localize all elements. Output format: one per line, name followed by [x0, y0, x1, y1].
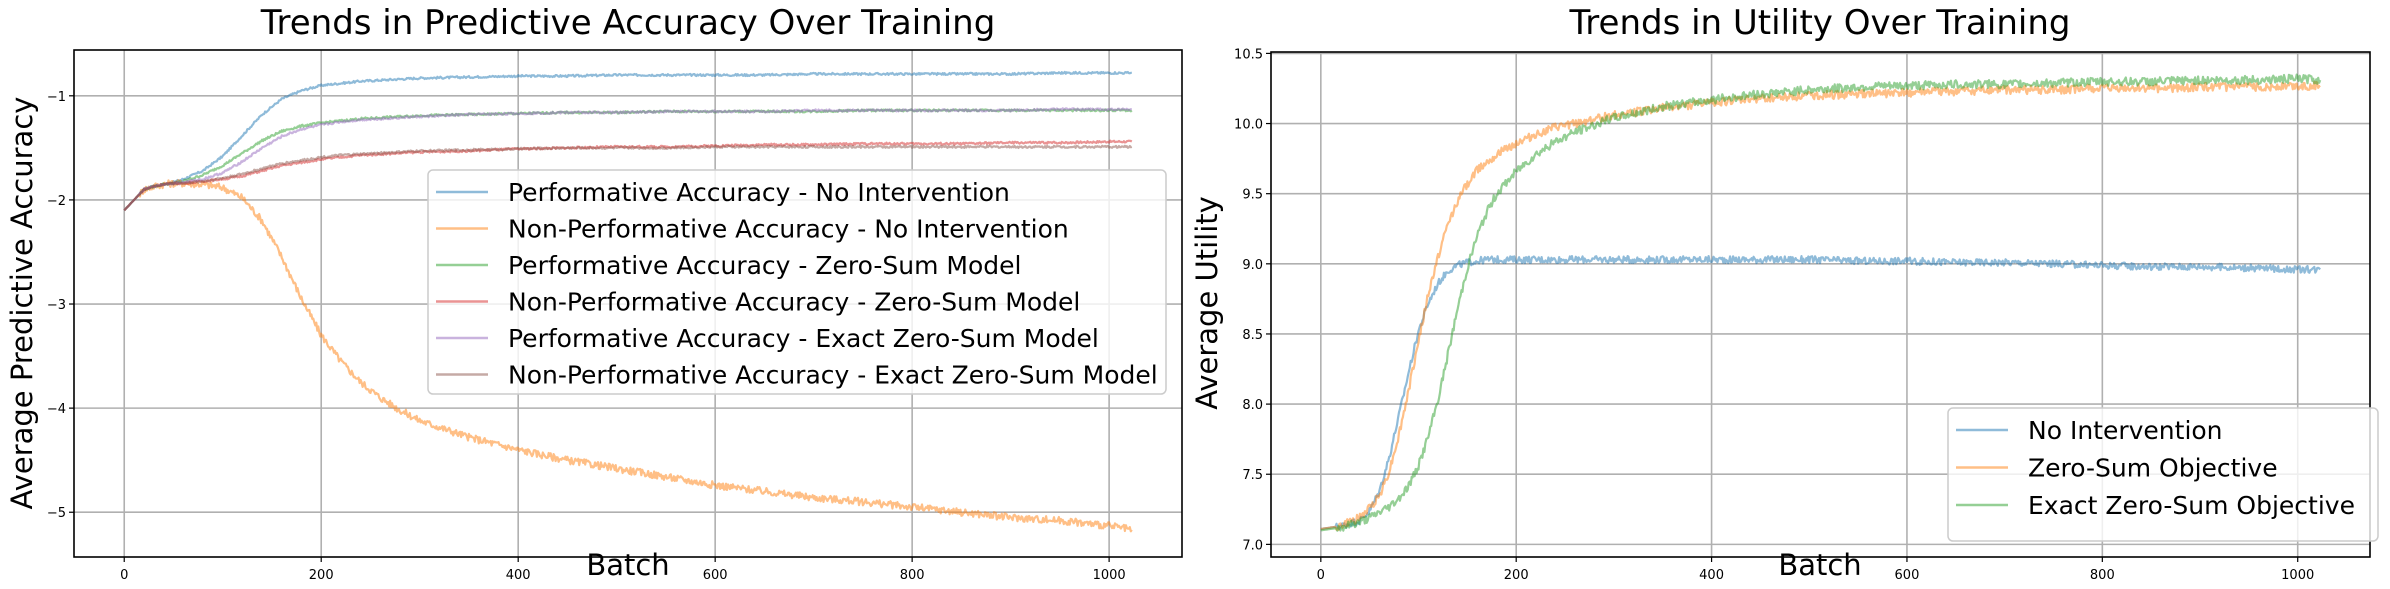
x-axis-label: Batch	[586, 548, 669, 582]
series-line-non-performative-accuracy-no-intervention	[123, 179, 1133, 533]
x-tick-label: 200	[309, 568, 334, 583]
legend-frame	[1947, 407, 2379, 542]
y-tick-label: 7.5	[1242, 468, 1263, 483]
axes-frame	[1270, 51, 2371, 558]
legend-item: Non-Performative Accuracy - No Intervent…	[436, 215, 1069, 244]
x-tick-label: 0	[1317, 568, 1325, 583]
y-tick-label: 7.0	[1242, 538, 1263, 553]
legend-label: No Intervention	[2028, 416, 2223, 445]
legend-item: Exact Zero-Sum Objective	[1956, 491, 2355, 520]
y-tick-label: −2	[47, 194, 66, 209]
accuracy-chart: Trends in Predictive Accuracy Over Train…	[5, 3, 1183, 583]
series-line-non-performative-accuracy-exact-zero-sum-model	[123, 144, 1133, 212]
x-tick-label: 600	[1895, 568, 1920, 583]
y-tick-label: 10.5	[1234, 47, 1263, 62]
series-line-performative-accuracy-exact-zero-sum-model	[123, 107, 1132, 212]
legend: Performative Accuracy - No Intervention N…	[427, 169, 1167, 395]
legend-label: Non-Performative Accuracy - No Intervent…	[508, 215, 1069, 244]
chart-title: Trends in Utility Over Training	[1569, 3, 2071, 43]
y-tick-label: −4	[47, 402, 66, 417]
x-axis-label: Batch	[1778, 548, 1861, 582]
legend-label: Performative Accuracy - Exact Zero-Sum M…	[508, 324, 1099, 353]
x-tick-label: 200	[1504, 568, 1529, 583]
x-tick-label: 600	[703, 568, 728, 583]
y-axis-label: Average Predictive Accuracy	[5, 97, 39, 510]
legend-label: Non-Performative Accuracy - Exact Zero-S…	[508, 361, 1158, 390]
x-tick-label: 0	[120, 568, 128, 583]
x-tick-label: 400	[1699, 568, 1724, 583]
axis-ticks: 0 200 400 600 800 1000 −1 −2 −3 −4 −5	[47, 90, 1126, 583]
series-lines	[1320, 73, 2322, 532]
y-tick-label: 10.0	[1234, 118, 1263, 133]
y-tick-label: 8.0	[1242, 398, 1263, 413]
x-tick-label: 1000	[1093, 568, 1126, 583]
legend-item: Performative Accuracy - No Intervention	[436, 178, 1010, 207]
x-tick-label: 800	[2090, 568, 2115, 583]
y-tick-label: 9.0	[1242, 258, 1263, 273]
series-line-zero-sum-objective	[1320, 80, 2321, 531]
y-tick-label: −1	[47, 90, 66, 105]
x-tick-label: 400	[506, 568, 531, 583]
legend-label: Performative Accuracy - No Intervention	[508, 178, 1010, 207]
y-tick-label: 9.5	[1242, 188, 1263, 203]
y-tick-label: 8.5	[1242, 328, 1263, 343]
legend: No Intervention Zero-Sum Objective Exact Z…	[1947, 407, 2379, 542]
series-line-exact-zero-sum-objective	[1320, 73, 2322, 532]
legend-item: Non-Performative Accuracy - Exact Zero-S…	[436, 361, 1158, 390]
legend-item: Zero-Sum Objective	[1956, 454, 2278, 483]
series-lines	[123, 70, 1133, 533]
axis-ticks: 0 200 400 600 800 1000 7.0 7.5 8.0 8.5 9.0 9.5 10.0 1…	[1234, 47, 2314, 583]
chart-title: Trends in Predictive Accuracy Over Train…	[260, 3, 996, 43]
x-tick-label: 1000	[2281, 568, 2314, 583]
legend-label: Exact Zero-Sum Objective	[2028, 491, 2355, 520]
y-tick-label: −3	[47, 298, 66, 313]
series-line-performative-accuracy-no-intervention	[123, 70, 1132, 212]
legend-label: Non-Performative Accuracy - Zero-Sum Mod…	[508, 288, 1080, 317]
series-line-no-intervention	[1320, 255, 2321, 531]
legend-frame	[427, 169, 1167, 395]
y-tick-label: −5	[47, 506, 66, 521]
y-axis-label: Average Utility	[1190, 196, 1224, 410]
legend-item: No Intervention	[1956, 416, 2223, 445]
legend-label: Performative Accuracy - Zero-Sum Model	[508, 251, 1021, 280]
legend-item: Performative Accuracy - Zero-Sum Model	[436, 251, 1021, 280]
legend-item: Performative Accuracy - Exact Zero-Sum M…	[436, 324, 1099, 353]
legend-item: Non-Performative Accuracy - Zero-Sum Mod…	[436, 288, 1080, 317]
utility-chart: Trends in Utility Over Training 0 200 400 6…	[1190, 3, 2379, 583]
legend-label: Zero-Sum Objective	[2028, 454, 2278, 483]
x-tick-label: 800	[900, 568, 925, 583]
